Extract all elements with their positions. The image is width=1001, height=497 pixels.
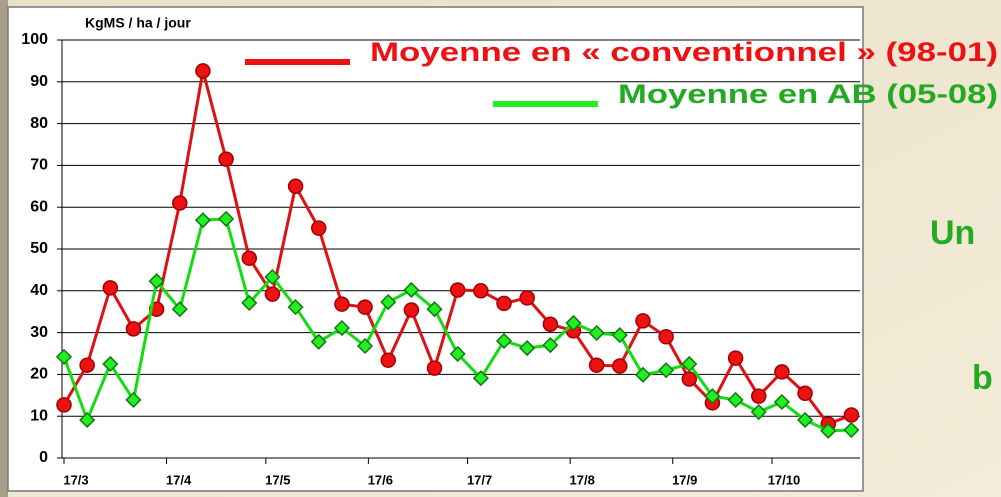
data-point [125,391,142,408]
data-point [797,385,813,401]
annotation: b [972,359,993,397]
data-point [565,314,582,332]
data-point [542,316,559,332]
y-tick-label: 60 [30,198,48,215]
data-point [172,195,188,211]
data-point [310,333,327,350]
data-point [612,358,628,374]
data-point [357,299,373,315]
annotation: Un [930,214,975,252]
x-tick-label: 17/3 [63,472,88,487]
data-point [195,63,211,79]
y-tick-label: 50 [30,240,48,257]
data-point [843,421,860,439]
data-point [264,268,281,286]
data-point [473,283,489,299]
y-tick-label: 100 [21,31,48,48]
data-point [634,366,652,383]
data-point [751,388,767,404]
data-point [380,352,396,368]
y-tick-label: 30 [30,324,48,341]
data-point [449,282,466,298]
data-point [333,319,350,337]
y-tick-label: 10 [30,407,48,424]
x-tick-label: 17/8 [570,472,595,487]
data-point [750,403,767,421]
x-tick-label: 17/9 [672,472,697,487]
data-point [55,348,73,365]
legend-label: Moyenne en « conventionnel » (98-01) [370,37,998,67]
data-point [426,301,443,318]
y-axis-label: KgMS / ha / jour [85,15,191,31]
data-point [472,370,489,387]
data-point [310,220,327,236]
legend-label: Moyenne en AB (05-08) [618,79,998,109]
x-tick-label: 17/4 [166,472,192,487]
data-point [380,294,397,311]
y-tick-label: 40 [30,282,48,299]
data-point [125,321,142,337]
data-point [241,294,258,311]
data-point [194,212,212,229]
data-point [727,391,744,408]
data-point [287,299,304,316]
data-point [218,151,234,167]
data-point [102,280,119,296]
data-point [426,360,443,376]
data-point [658,362,675,379]
x-tick-label: 17/6 [368,472,393,487]
data-point [635,313,651,329]
y-tick-label: 0 [39,449,48,466]
data-point [56,397,72,413]
data-point [171,301,188,318]
x-tick-label: 17/5 [265,472,290,487]
data-point [519,290,535,306]
data-point [449,345,466,362]
data-point [588,357,605,373]
data-point [79,357,95,373]
y-tick-label: 70 [30,157,48,174]
data-point [611,327,628,344]
data-point [588,324,605,342]
data-point [264,286,281,302]
x-tick-label: 17/7 [467,472,492,487]
y-tick-label: 80 [30,115,48,132]
data-point [496,295,512,312]
data-point [773,393,790,411]
data-point [79,411,96,429]
data-point [820,422,837,439]
data-point [287,178,304,195]
data-point [403,302,420,318]
data-point [681,355,698,373]
y-tick-label: 20 [30,366,48,383]
data-point [241,250,258,266]
data-point [519,340,536,357]
data-point [542,337,559,354]
data-point [218,210,235,227]
data-point [704,388,721,405]
data-point [843,407,860,423]
x-tick-label: 17/10 [768,472,801,487]
data-point [727,350,744,366]
data-point [658,329,674,345]
data-point [403,281,420,299]
data-point [495,332,513,350]
data-point [681,371,698,387]
data-point [774,364,790,380]
data-point [356,337,374,355]
data-point [334,296,350,312]
data-point [797,411,814,429]
data-point [148,273,165,290]
y-tick-label: 90 [30,73,48,90]
data-point [102,355,119,373]
slide-edge [0,0,8,497]
